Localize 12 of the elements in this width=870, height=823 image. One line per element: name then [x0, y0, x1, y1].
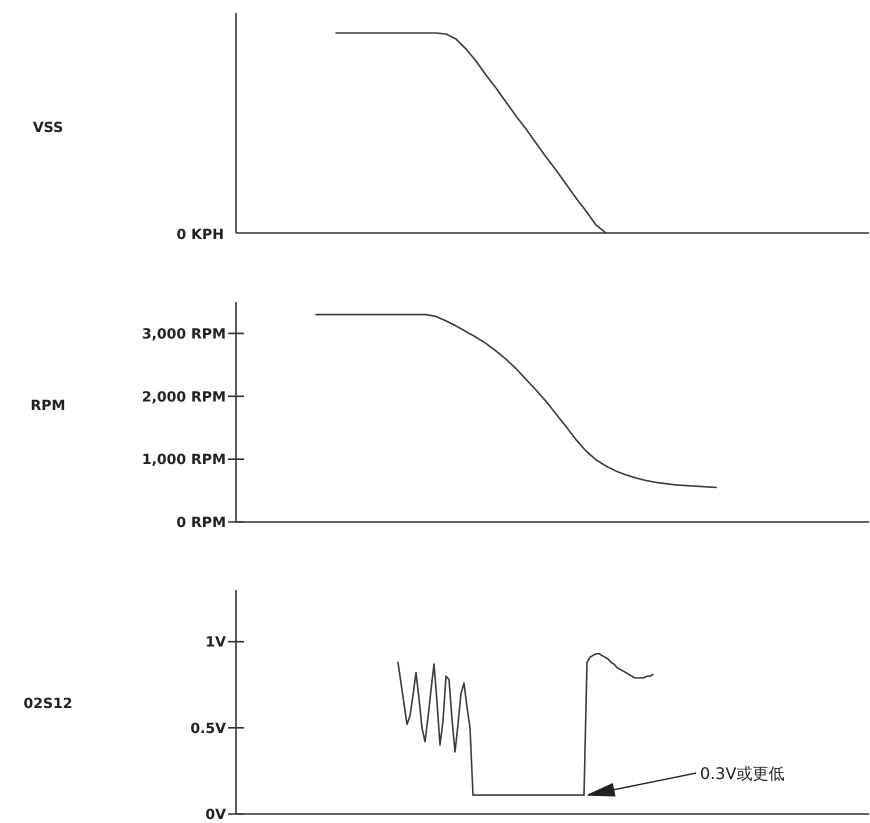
- y-tick-label: 1V: [205, 634, 226, 651]
- text: 0 KPH: [176, 227, 224, 243]
- y-axis-title: RPM: [30, 398, 66, 414]
- y-tick-label: 2,000 RPM: [142, 389, 226, 406]
- y-tick-label: 0V: [205, 807, 226, 823]
- y-tick-label: 0.5V: [190, 720, 226, 737]
- annotation: 0.3V或更低: [700, 764, 784, 784]
- y-tick-label: 3,000 RPM: [142, 326, 226, 342]
- y-axis-title: 02S12: [23, 696, 73, 712]
- y-tick-label: 0 RPM: [176, 515, 226, 531]
- y-tick-label: 1,000 RPM: [142, 452, 226, 468]
- y-axis-title: VSS: [32, 120, 64, 136]
